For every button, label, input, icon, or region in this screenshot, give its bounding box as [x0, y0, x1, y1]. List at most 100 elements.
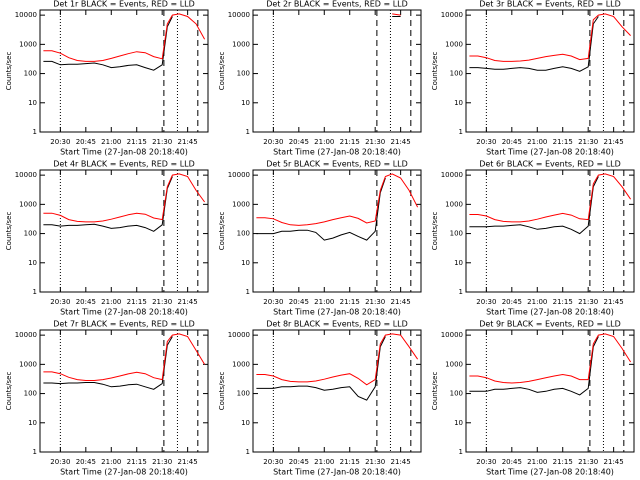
x-tick-label: 21:30 — [152, 458, 172, 466]
y-tick-label: 1 — [246, 128, 250, 136]
y-tick-label: 10 — [454, 259, 463, 267]
chart-panel: Det 2r BLACK = Events, RED = LLD Start Ti… — [218, 0, 422, 157]
x-tick-label: 21:45 — [391, 298, 411, 306]
chart-panel: Det 8r BLACK = Events, RED = LLD Start Ti… — [218, 320, 422, 477]
y-tick-label: 100 — [237, 70, 250, 78]
x-tick-label: 20:45 — [289, 138, 309, 146]
x-tick-label: 21:15 — [340, 298, 360, 306]
series-line — [469, 16, 599, 72]
plot-frame — [465, 9, 635, 133]
y-axis-label: Counts/sec — [218, 52, 226, 91]
x-axis-label: Start Time (27-Jan-08 20:18:40) — [273, 148, 401, 157]
series-line — [256, 173, 419, 226]
y-tick-label: 10000 — [228, 11, 250, 19]
chart-title: Det 3r BLACK = Events, RED = LLD — [479, 0, 621, 9]
chart-panel: Det 3r BLACK = Events, RED = LLD Start Ti… — [431, 0, 635, 157]
x-tick-label: 21:45 — [391, 458, 411, 466]
x-tick-label: 21:00 — [101, 458, 121, 466]
y-tick-label: 10000 — [441, 171, 463, 179]
x-axis-label: Start Time (27-Jan-08 20:18:40) — [486, 468, 614, 477]
x-tick-label: 20:45 — [76, 458, 96, 466]
x-tick-label: 21:15 — [553, 298, 573, 306]
y-tick-label: 1000 — [445, 200, 463, 208]
x-tick-label: 20:45 — [502, 298, 522, 306]
y-tick-label: 10 — [28, 99, 37, 107]
y-axis-label: Counts/sec — [218, 372, 226, 411]
x-tick-label: 21:30 — [152, 138, 172, 146]
y-tick-label: 1 — [33, 128, 37, 136]
y-tick-label: 1000 — [232, 40, 250, 48]
x-tick-label: 20:30 — [263, 138, 283, 146]
plot-frame — [252, 329, 422, 453]
y-tick-label: 100 — [450, 230, 463, 238]
series-line — [469, 336, 599, 396]
x-tick-label: 21:45 — [604, 458, 624, 466]
series-line — [469, 176, 599, 235]
x-tick-label: 20:45 — [502, 138, 522, 146]
x-tick-label: 20:30 — [50, 138, 70, 146]
x-axis-label: Start Time (27-Jan-08 20:18:40) — [60, 148, 188, 157]
series-line — [392, 13, 401, 16]
series-line — [43, 173, 206, 223]
y-tick-label: 1 — [246, 288, 250, 296]
plot-frame — [252, 9, 422, 133]
y-tick-label: 100 — [237, 230, 250, 238]
y-tick-label: 10000 — [15, 171, 37, 179]
y-axis-label: Counts/sec — [5, 212, 13, 251]
x-tick-label: 21:30 — [365, 458, 385, 466]
x-tick-label: 21:00 — [314, 298, 334, 306]
chart-title: Det 1r BLACK = Events, RED = LLD — [53, 0, 195, 9]
chart-title: Det 7r BLACK = Events, RED = LLD — [53, 320, 195, 329]
y-tick-label: 10000 — [228, 331, 250, 339]
x-tick-label: 21:30 — [578, 138, 598, 146]
x-tick-label: 21:00 — [314, 458, 334, 466]
x-tick-label: 21:15 — [553, 138, 573, 146]
x-axis-label: Start Time (27-Jan-08 20:18:40) — [60, 468, 188, 477]
x-tick-label: 20:30 — [476, 138, 496, 146]
x-tick-label: 20:45 — [289, 458, 309, 466]
y-tick-label: 10 — [28, 259, 37, 267]
y-tick-label: 1 — [459, 288, 463, 296]
x-tick-label: 21:00 — [314, 138, 334, 146]
y-tick-label: 1000 — [232, 200, 250, 208]
y-axis-label: Counts/sec — [5, 372, 13, 411]
y-tick-label: 1000 — [19, 360, 37, 368]
series-line — [469, 13, 631, 62]
x-tick-label: 21:00 — [101, 138, 121, 146]
x-tick-label: 21:30 — [365, 138, 385, 146]
x-tick-label: 21:15 — [340, 138, 360, 146]
y-axis-label: Counts/sec — [431, 212, 439, 251]
x-tick-label: 21:45 — [178, 138, 198, 146]
x-tick-label: 20:45 — [76, 298, 96, 306]
plot-frame — [252, 169, 422, 293]
y-tick-label: 10 — [454, 99, 463, 107]
y-tick-label: 1000 — [232, 360, 250, 368]
y-tick-label: 10000 — [228, 171, 250, 179]
y-tick-label: 10 — [241, 99, 250, 107]
x-tick-label: 20:45 — [502, 458, 522, 466]
x-tick-label: 21:45 — [391, 138, 411, 146]
y-tick-label: 10000 — [15, 11, 37, 19]
y-tick-label: 1 — [33, 448, 37, 456]
y-tick-label: 10 — [454, 419, 463, 427]
y-tick-label: 100 — [450, 390, 463, 398]
chart-title: Det 5r BLACK = Events, RED = LLD — [266, 160, 408, 169]
y-tick-label: 1000 — [19, 200, 37, 208]
y-tick-label: 100 — [24, 390, 37, 398]
x-tick-label: 21:45 — [604, 298, 624, 306]
y-axis-label: Counts/sec — [5, 52, 13, 91]
chart-panel: Det 9r BLACK = Events, RED = LLD Start Ti… — [431, 320, 635, 477]
y-tick-label: 100 — [24, 230, 37, 238]
x-tick-label: 21:00 — [527, 298, 547, 306]
series-line — [256, 177, 386, 241]
x-tick-label: 20:45 — [289, 298, 309, 306]
series-line — [43, 176, 173, 232]
x-tick-label: 21:45 — [604, 138, 624, 146]
x-tick-label: 21:00 — [527, 138, 547, 146]
x-tick-label: 21:00 — [527, 458, 547, 466]
series-line — [256, 333, 419, 386]
y-tick-label: 100 — [450, 70, 463, 78]
series-line — [469, 333, 632, 384]
y-tick-label: 1000 — [19, 40, 37, 48]
